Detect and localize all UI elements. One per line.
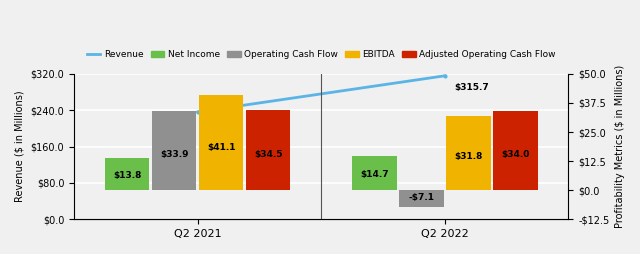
Text: $236.1: $236.1 bbox=[207, 101, 242, 110]
Text: $31.8: $31.8 bbox=[454, 152, 483, 161]
Text: $41.1: $41.1 bbox=[207, 143, 236, 152]
Bar bbox=[352, 156, 397, 190]
Bar bbox=[246, 110, 291, 190]
Text: $315.7: $315.7 bbox=[455, 83, 490, 92]
Y-axis label: Revenue ($ in Millions): Revenue ($ in Millions) bbox=[15, 91, 25, 202]
Legend: Revenue, Net Income, Operating Cash Flow, EBITDA, Adjusted Operating Cash Flow: Revenue, Net Income, Operating Cash Flow… bbox=[83, 46, 559, 62]
Text: $34.0: $34.0 bbox=[501, 150, 529, 159]
Text: -$7.1: -$7.1 bbox=[408, 193, 435, 202]
Text: $13.8: $13.8 bbox=[113, 171, 141, 180]
Y-axis label: Profitability Metrics ($ in Millions): Profitability Metrics ($ in Millions) bbox=[615, 65, 625, 228]
Text: $34.5: $34.5 bbox=[254, 150, 282, 158]
Bar bbox=[199, 94, 243, 190]
Bar bbox=[446, 116, 491, 190]
Text: $33.9: $33.9 bbox=[160, 150, 188, 159]
Bar bbox=[152, 111, 196, 190]
Text: $14.7: $14.7 bbox=[360, 170, 388, 179]
Bar bbox=[105, 158, 149, 190]
Bar bbox=[399, 190, 444, 207]
Bar bbox=[493, 111, 538, 190]
